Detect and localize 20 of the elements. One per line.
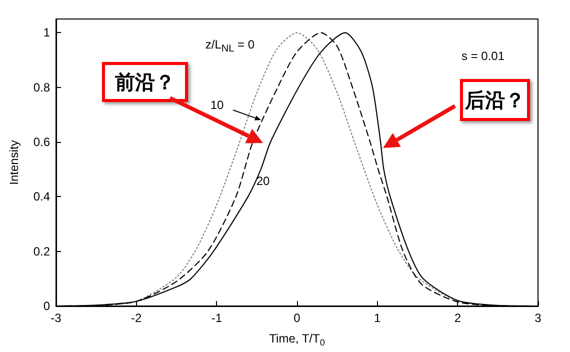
y-tick-label: 0.4: [33, 190, 50, 204]
y-tick-label: 0.8: [33, 80, 50, 94]
y-tick-label: 0: [43, 299, 50, 313]
y-tick-label: 0.2: [33, 244, 50, 258]
x-tick-label: -2: [130, 311, 142, 325]
x-tick-label: 2: [454, 311, 462, 325]
x-tick-label: -1: [211, 311, 222, 325]
x-tick-label: 3: [534, 311, 542, 325]
y-tick-label: 0.6: [33, 135, 50, 149]
annotation: 10: [210, 98, 224, 112]
annotation: 后沿？: [460, 79, 530, 121]
annotation: 20: [256, 174, 270, 188]
x-tick-label: 1: [374, 311, 381, 325]
y-tick-label: 1: [43, 26, 50, 40]
x-tick-label: 0: [294, 311, 301, 325]
y-axis-title: Intensity: [7, 140, 21, 185]
annotation: z/L$_{NL}$ = 0: [205, 37, 255, 55]
x-tick-label: -3: [50, 311, 62, 325]
annotation: s = 0.01: [461, 49, 505, 63]
annotation: 前沿？: [102, 62, 188, 102]
